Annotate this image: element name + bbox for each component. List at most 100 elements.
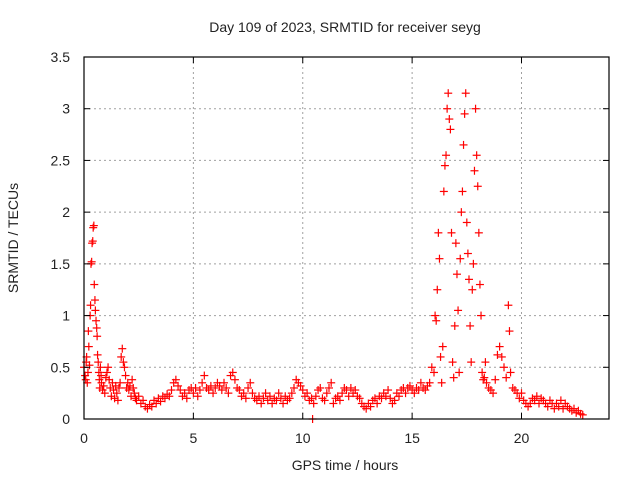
data-point — [202, 383, 211, 392]
data-point — [257, 399, 266, 408]
data-point — [314, 386, 323, 395]
data-point — [463, 249, 472, 258]
x-tick-label: 10 — [295, 430, 311, 446]
data-point — [265, 392, 274, 401]
data-point — [182, 394, 191, 403]
data-point — [167, 386, 176, 395]
data-point — [261, 389, 270, 398]
data-point — [572, 408, 581, 417]
data-point — [517, 389, 526, 398]
data-point — [444, 89, 453, 98]
data-point — [91, 306, 100, 315]
data-point — [279, 399, 288, 408]
data-point — [434, 228, 443, 237]
data-point — [322, 389, 331, 398]
data-point — [116, 378, 125, 387]
data-point — [461, 89, 470, 98]
data-point — [495, 342, 504, 351]
data-point — [130, 389, 139, 398]
data-point — [233, 383, 242, 392]
x-axis-label: GPS time / hours — [292, 457, 399, 473]
data-point — [550, 404, 559, 413]
data-point — [502, 373, 511, 382]
data-point — [281, 392, 290, 401]
data-point — [209, 389, 218, 398]
data-point — [327, 378, 336, 387]
data-point — [454, 306, 463, 315]
data-point — [366, 402, 375, 411]
data-point — [84, 327, 93, 336]
data-point — [222, 383, 231, 392]
data-point — [200, 371, 209, 380]
y-axis-label: SRMTID / TECUs — [5, 183, 21, 293]
data-point — [362, 404, 371, 413]
data-point — [83, 378, 92, 387]
data-point — [465, 275, 473, 284]
data-point — [344, 392, 353, 401]
data-point — [351, 386, 360, 395]
data-point — [500, 363, 508, 372]
data-point — [165, 392, 174, 401]
y-tick-label: 1.5 — [51, 256, 71, 272]
data-point — [452, 270, 461, 279]
data-point — [228, 368, 237, 377]
data-point — [384, 386, 393, 395]
data-point — [435, 254, 444, 263]
data-point — [570, 404, 578, 413]
data-point — [449, 373, 458, 382]
data-point — [355, 394, 364, 403]
data-point — [508, 383, 517, 392]
data-point — [469, 259, 478, 268]
data-point — [171, 375, 180, 384]
data-point — [445, 115, 454, 124]
data-point — [163, 390, 172, 399]
data-point — [442, 151, 451, 160]
data-point — [438, 342, 447, 351]
data-point — [160, 394, 169, 403]
data-point — [85, 361, 94, 370]
y-axis: 0 0.5 1 1.5 2 2.5 3 3.5 — [51, 49, 609, 427]
data-point — [318, 394, 327, 403]
data-point — [431, 311, 440, 320]
data-point — [252, 396, 261, 405]
data-point — [287, 389, 296, 398]
data-point — [451, 239, 460, 248]
data-point — [373, 399, 382, 408]
data-point — [419, 383, 428, 392]
data-point — [543, 402, 552, 411]
data-point — [489, 389, 498, 398]
data-point — [473, 182, 482, 191]
data-point — [439, 187, 448, 196]
data-point — [193, 392, 202, 401]
y-tick-label: 2.5 — [51, 152, 71, 168]
y-tick-label: 0 — [62, 411, 70, 427]
data-point — [128, 375, 137, 384]
data-point — [134, 392, 143, 401]
data-point — [537, 394, 546, 403]
data-point — [121, 371, 130, 380]
data-point — [86, 301, 95, 310]
data-point — [102, 368, 111, 377]
data-point — [206, 381, 215, 390]
data-point — [467, 358, 476, 367]
data-point — [497, 352, 506, 361]
y-tick-label: 1 — [62, 308, 70, 324]
data-point — [276, 394, 285, 403]
data-point — [456, 254, 465, 263]
data-point — [440, 161, 449, 170]
data-point — [311, 392, 320, 401]
data-point — [180, 389, 189, 398]
data-point — [198, 378, 207, 387]
data-point — [307, 394, 316, 403]
data-point — [338, 389, 347, 398]
data-point — [493, 350, 502, 359]
data-point — [92, 316, 101, 325]
x-axis: 0 5 10 15 20 — [80, 57, 529, 446]
data-point — [94, 358, 103, 367]
data-point — [427, 363, 436, 372]
data-point — [259, 394, 268, 403]
data-point — [104, 363, 113, 372]
data-point — [421, 386, 430, 395]
x-tick-label: 0 — [80, 430, 88, 446]
